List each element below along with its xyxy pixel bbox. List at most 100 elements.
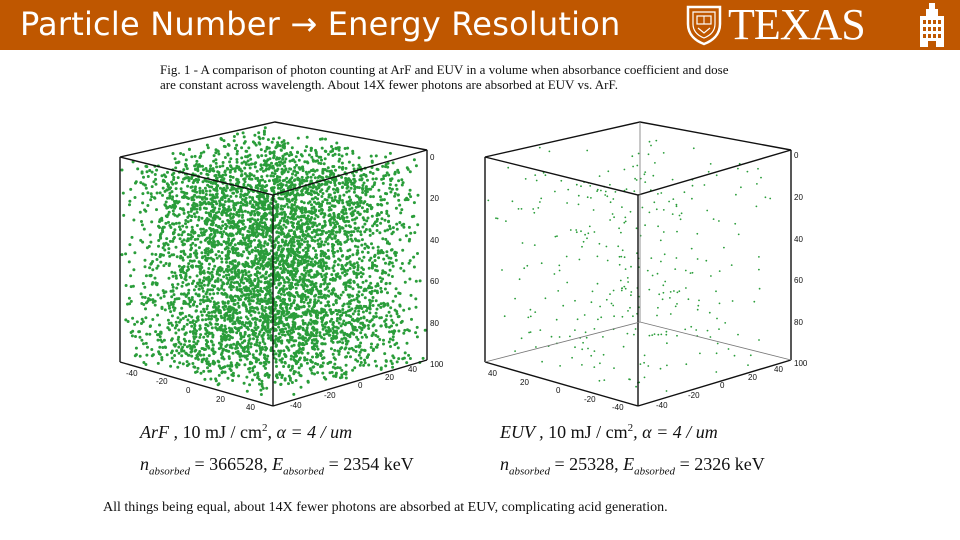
photon-point xyxy=(170,356,174,360)
photon-point xyxy=(287,348,291,352)
photon-point xyxy=(230,280,233,284)
photon-point xyxy=(239,337,243,341)
photon-point xyxy=(241,233,245,237)
photon-point xyxy=(309,358,313,362)
photon-point xyxy=(238,168,241,172)
photon-point xyxy=(301,348,305,351)
photon-point xyxy=(198,335,202,339)
photon-point xyxy=(157,350,161,354)
photon-point xyxy=(191,330,195,333)
photon-point xyxy=(270,165,274,169)
photon-point xyxy=(229,335,233,339)
photon-point xyxy=(182,153,185,157)
photon-point xyxy=(287,291,291,295)
photon-point xyxy=(357,226,360,230)
photon-point xyxy=(182,292,186,296)
photon-point xyxy=(246,350,249,353)
photon-point xyxy=(248,233,252,237)
photon-point xyxy=(371,195,375,199)
photon-point xyxy=(391,365,395,369)
photon-point xyxy=(383,303,387,307)
photon-point xyxy=(280,192,283,196)
photon-point xyxy=(259,315,263,319)
photon-point xyxy=(206,253,210,257)
photon-point xyxy=(294,327,298,331)
photon-point xyxy=(274,358,278,361)
photon-point xyxy=(325,237,329,241)
photon-point xyxy=(298,373,302,377)
photon-point xyxy=(186,184,190,188)
photon-point xyxy=(332,215,336,219)
photon-point xyxy=(151,298,155,302)
photon-point xyxy=(381,237,385,241)
photon-point xyxy=(191,228,195,232)
photon-point xyxy=(215,186,219,190)
photon-point xyxy=(260,206,264,210)
photon-point xyxy=(298,356,302,360)
photon-point xyxy=(232,212,235,216)
photon-point xyxy=(207,267,211,270)
photon-point xyxy=(141,240,145,244)
photon-point xyxy=(344,208,348,212)
photon-point xyxy=(375,229,379,232)
photon-point xyxy=(327,230,331,233)
photon-point xyxy=(329,150,333,154)
photon-point xyxy=(257,232,261,236)
photon-point xyxy=(255,340,259,344)
photon-point xyxy=(255,338,259,342)
photon-point xyxy=(347,230,351,234)
photon-point xyxy=(319,292,323,296)
photon-point xyxy=(342,212,346,216)
photon-point xyxy=(356,338,360,341)
photon-point xyxy=(180,306,184,310)
photon-point xyxy=(312,309,316,313)
photon-point xyxy=(340,373,344,377)
photon-point xyxy=(262,212,266,216)
photon-point xyxy=(215,195,219,199)
photon-point xyxy=(252,337,255,341)
photon-point xyxy=(195,354,199,357)
photon-point xyxy=(353,244,357,248)
photon-point xyxy=(402,331,406,335)
photon-point xyxy=(282,278,286,282)
photon-point xyxy=(238,231,242,235)
photon-point xyxy=(209,197,213,201)
photon-point xyxy=(161,193,164,197)
photon-point xyxy=(202,369,206,373)
photon-point xyxy=(267,179,271,183)
photon-point xyxy=(199,298,203,302)
photon-point xyxy=(195,224,199,227)
photon-point xyxy=(314,362,317,365)
photon-point xyxy=(220,366,223,370)
photon-point xyxy=(244,200,248,204)
photon-point xyxy=(170,295,174,299)
photon-point xyxy=(303,356,307,360)
photon-point xyxy=(228,364,232,368)
photon-point xyxy=(334,220,338,224)
photon-point xyxy=(200,313,204,317)
photon-point xyxy=(162,253,165,257)
photon-point xyxy=(227,273,231,277)
photon-point xyxy=(341,304,345,308)
photon-point xyxy=(224,173,228,177)
photon-point xyxy=(173,228,177,232)
photon-point xyxy=(340,161,344,165)
photon-point xyxy=(312,365,316,369)
photon-point xyxy=(276,336,280,340)
photon-point xyxy=(246,154,250,158)
photon-point xyxy=(278,372,282,376)
photon-point xyxy=(259,388,263,392)
photon-point xyxy=(318,334,322,338)
photon-point xyxy=(362,315,366,319)
photon-point xyxy=(239,204,243,208)
photon-point xyxy=(260,218,263,222)
photon-point xyxy=(258,302,262,306)
photon-point xyxy=(206,366,209,370)
photon-point xyxy=(190,207,194,211)
photon-point xyxy=(306,308,310,312)
photon-point xyxy=(236,273,240,277)
photon-point xyxy=(346,302,350,306)
photon-point xyxy=(189,209,193,213)
photon-point xyxy=(341,201,345,205)
photon-point xyxy=(259,280,263,284)
